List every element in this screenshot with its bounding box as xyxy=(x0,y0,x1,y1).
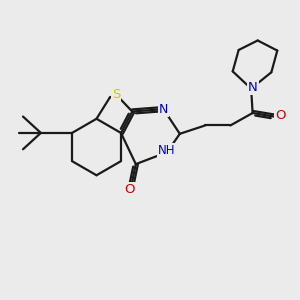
Text: N: N xyxy=(248,81,258,94)
Text: NH: NH xyxy=(158,144,176,157)
Text: N: N xyxy=(159,103,168,116)
Text: O: O xyxy=(124,183,135,196)
Text: O: O xyxy=(275,110,286,122)
Text: S: S xyxy=(112,88,120,101)
